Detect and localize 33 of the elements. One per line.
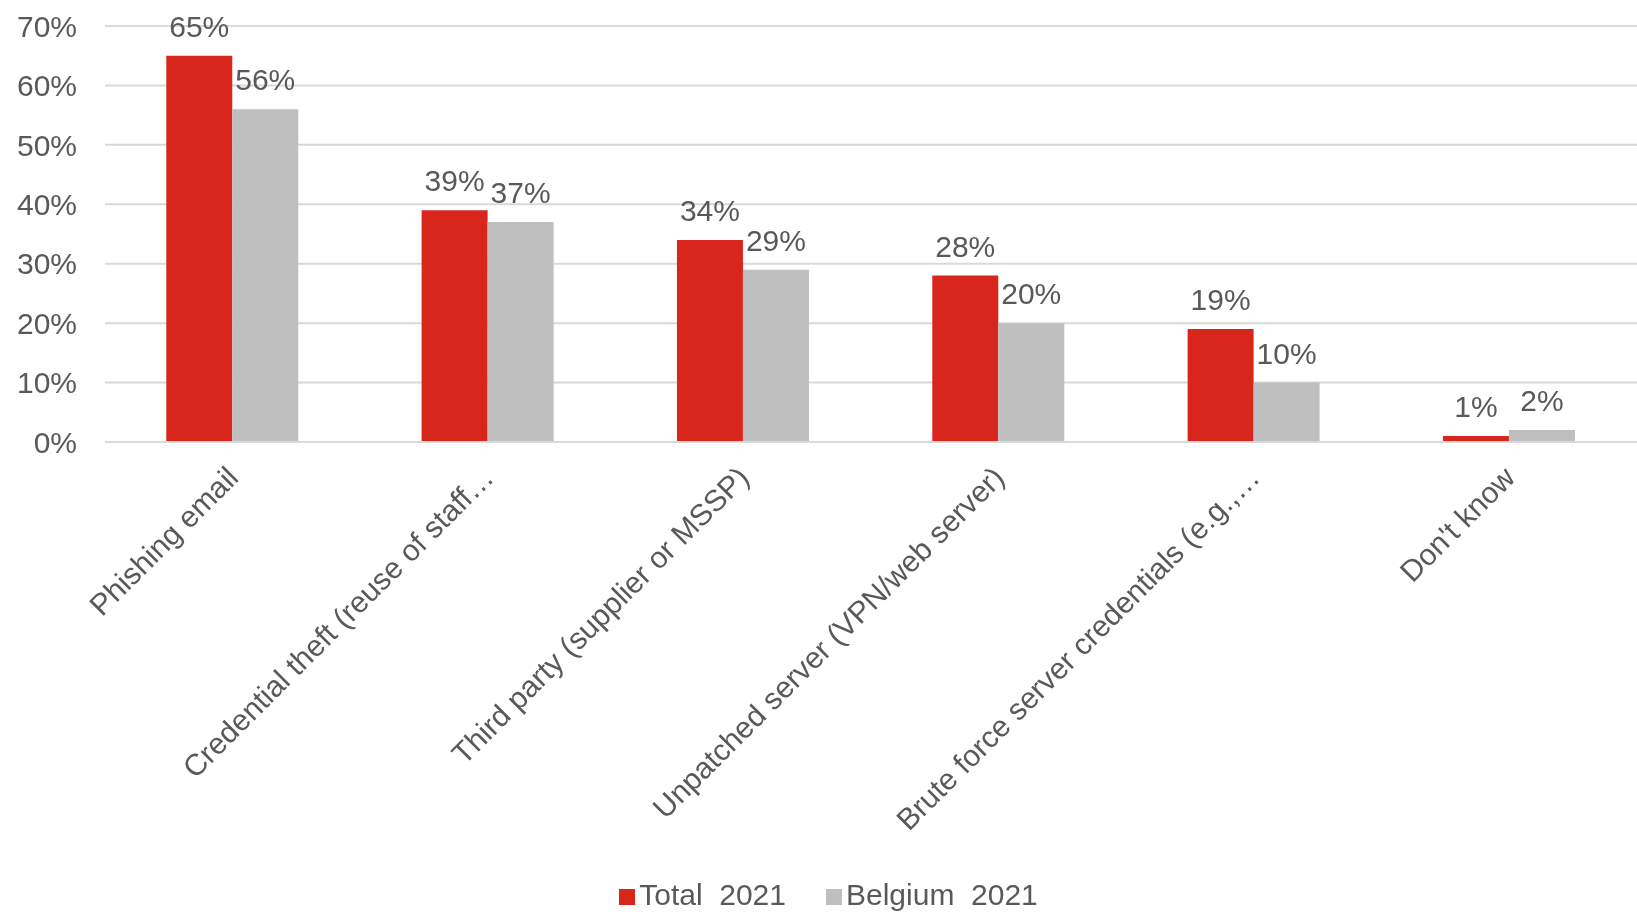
y-tick-label: 70% [16,9,77,43]
data-label: 28% [935,229,996,263]
data-label: 39% [424,164,485,198]
data-label: 20% [1001,277,1062,311]
data-label: 10% [1256,336,1317,370]
bar [166,55,233,442]
bar [998,323,1065,442]
data-label: 56% [235,63,296,97]
bar [1187,329,1254,442]
bar [932,275,999,442]
y-tick-label: 0% [33,425,77,459]
data-label: 65% [169,9,230,43]
bar [232,109,299,442]
data-label: 1% [1454,390,1498,424]
data-label: 2% [1520,384,1564,418]
data-label: 37% [490,176,551,210]
data-label: 19% [1190,283,1251,317]
y-tick-label: 30% [16,247,77,281]
y-tick-label: 50% [16,128,77,162]
y-tick-label: 10% [16,366,77,400]
bar [1508,430,1575,442]
y-tick-label: 60% [16,69,77,103]
legend-label: Belgium 2021 [845,878,1038,911]
bar [676,239,743,442]
bar [487,222,554,442]
bar [421,210,488,442]
bar [742,269,809,442]
data-label: 29% [745,223,806,257]
bar [1253,382,1320,442]
data-label: 34% [679,193,740,227]
y-tick-label: 20% [16,306,77,340]
legend-label: Total 2021 [639,878,786,911]
y-tick-label: 40% [16,187,77,221]
